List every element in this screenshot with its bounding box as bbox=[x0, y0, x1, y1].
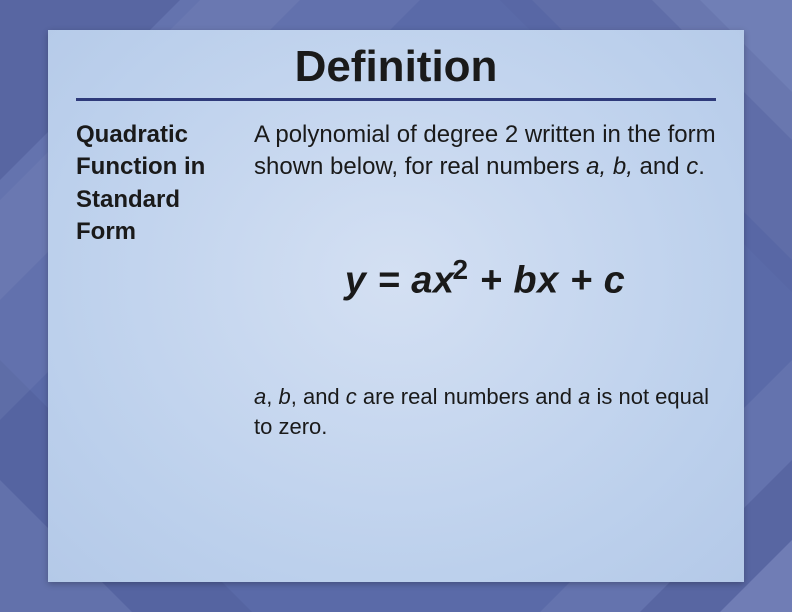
formula-plus2: + bbox=[559, 259, 604, 301]
note-c: c bbox=[346, 384, 357, 409]
card-title: Definition bbox=[48, 30, 744, 98]
note-sep1: , bbox=[266, 384, 278, 409]
formula-b: b bbox=[513, 259, 537, 301]
formula-plus1: + bbox=[469, 259, 514, 301]
formula-c: c bbox=[604, 259, 626, 301]
def-post: . bbox=[698, 153, 705, 180]
formula-a: a bbox=[411, 259, 433, 301]
definition-text: A polynomial of degree 2 written in the … bbox=[254, 119, 716, 184]
note-a2: a bbox=[578, 384, 590, 409]
def-vars-ab: a, b, bbox=[586, 153, 633, 180]
title-rule bbox=[76, 98, 716, 101]
note-sep2: , and bbox=[291, 384, 346, 409]
note-mid: are real numbers and bbox=[357, 384, 578, 409]
formula: y = ax2 + bx + c bbox=[254, 254, 716, 303]
formula-lhs: y = bbox=[345, 259, 411, 301]
note-a: a bbox=[254, 384, 266, 409]
note-b: b bbox=[278, 384, 290, 409]
formula-exp: 2 bbox=[453, 254, 469, 285]
def-and: and bbox=[633, 153, 686, 180]
def-var-c: c bbox=[686, 153, 698, 180]
formula-x: x bbox=[433, 259, 455, 301]
definition-column: A polynomial of degree 2 written in the … bbox=[254, 119, 716, 442]
formula-x2: x bbox=[537, 259, 559, 301]
definition-card: Definition Quadratic Function in Standar… bbox=[48, 30, 744, 582]
card-body: Quadratic Function in Standard Form A po… bbox=[48, 119, 744, 442]
term-label: Quadratic Function in Standard Form bbox=[76, 119, 226, 442]
note-text: a, b, and c are real numbers and a is no… bbox=[254, 382, 716, 441]
